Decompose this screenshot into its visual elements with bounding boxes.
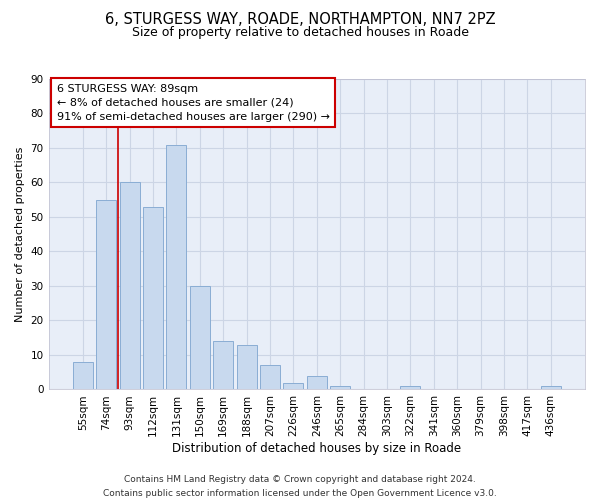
Bar — [541, 386, 560, 390]
Y-axis label: Number of detached properties: Number of detached properties — [15, 146, 25, 322]
Bar — [120, 182, 140, 390]
Bar — [260, 366, 280, 390]
Bar — [307, 376, 327, 390]
Bar — [190, 286, 210, 390]
Bar — [97, 200, 116, 390]
Bar — [400, 386, 420, 390]
Bar — [143, 206, 163, 390]
Bar — [283, 382, 304, 390]
Text: Contains HM Land Registry data © Crown copyright and database right 2024.
Contai: Contains HM Land Registry data © Crown c… — [103, 476, 497, 498]
Bar — [213, 341, 233, 390]
X-axis label: Distribution of detached houses by size in Roade: Distribution of detached houses by size … — [172, 442, 461, 455]
Bar — [166, 144, 187, 390]
Bar — [236, 344, 257, 390]
Text: Size of property relative to detached houses in Roade: Size of property relative to detached ho… — [131, 26, 469, 39]
Text: 6 STURGESS WAY: 89sqm
← 8% of detached houses are smaller (24)
91% of semi-detac: 6 STURGESS WAY: 89sqm ← 8% of detached h… — [56, 84, 329, 122]
Bar — [330, 386, 350, 390]
Text: 6, STURGESS WAY, ROADE, NORTHAMPTON, NN7 2PZ: 6, STURGESS WAY, ROADE, NORTHAMPTON, NN7… — [104, 12, 496, 28]
Bar — [73, 362, 93, 390]
